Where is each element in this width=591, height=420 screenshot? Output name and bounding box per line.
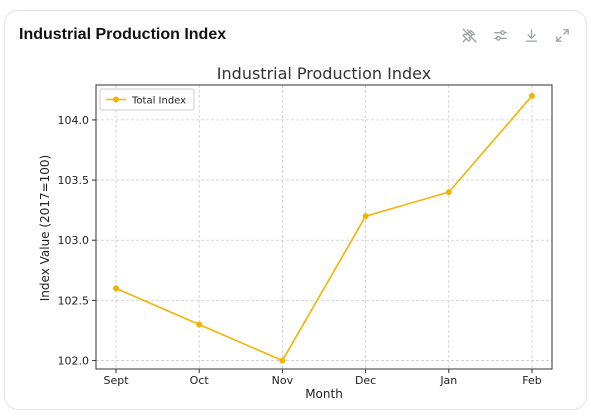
y-tick-label: 103.5 [58,174,90,187]
data-point [196,321,203,328]
y-tick-label: 103.0 [58,234,90,247]
x-axis-label: Month [305,387,343,401]
series-line [115,95,533,362]
y-tick-label: 102.0 [58,355,90,368]
data-point [113,285,119,292]
y-tick-label: 104.0 [58,114,90,127]
data-point [445,189,452,196]
x-tick-label: Oct [190,374,210,387]
chart-card: Industrial Production Index [4,10,587,410]
series-layer [113,92,535,364]
data-point [529,92,535,99]
legend-box [99,88,195,111]
legend-swatch-marker [113,96,119,103]
expand-icon[interactable] [553,26,572,45]
x-tick-label: Jan [439,374,457,387]
x-tick-label: Feb [522,374,541,387]
data-point [279,357,286,364]
x-axis: Sept Oct Nov Dec Jan Feb [103,369,542,387]
y-tick-label: 102.5 [58,294,90,307]
x-tick-label: Dec [355,374,376,387]
plot-frame [95,84,553,370]
chart-title: Industrial Production Index [217,64,431,83]
pin-off-icon[interactable] [460,26,479,45]
y-axis-label: Index Value (2017=100) [38,155,52,301]
sliders-icon[interactable] [491,26,510,45]
chart-toolbar [460,26,572,45]
y-axis: 102.0 102.5 103.0 103.5 104.0 [58,114,96,368]
legend: Total Index [99,88,195,111]
x-tick-label: Sept [103,374,129,387]
x-tick-label: Nov [272,374,294,387]
download-icon[interactable] [522,26,541,45]
legend-label: Total Index [131,96,186,107]
grid-lines [96,85,552,369]
card-title: Industrial Production Index [19,26,227,43]
data-point [362,213,369,220]
